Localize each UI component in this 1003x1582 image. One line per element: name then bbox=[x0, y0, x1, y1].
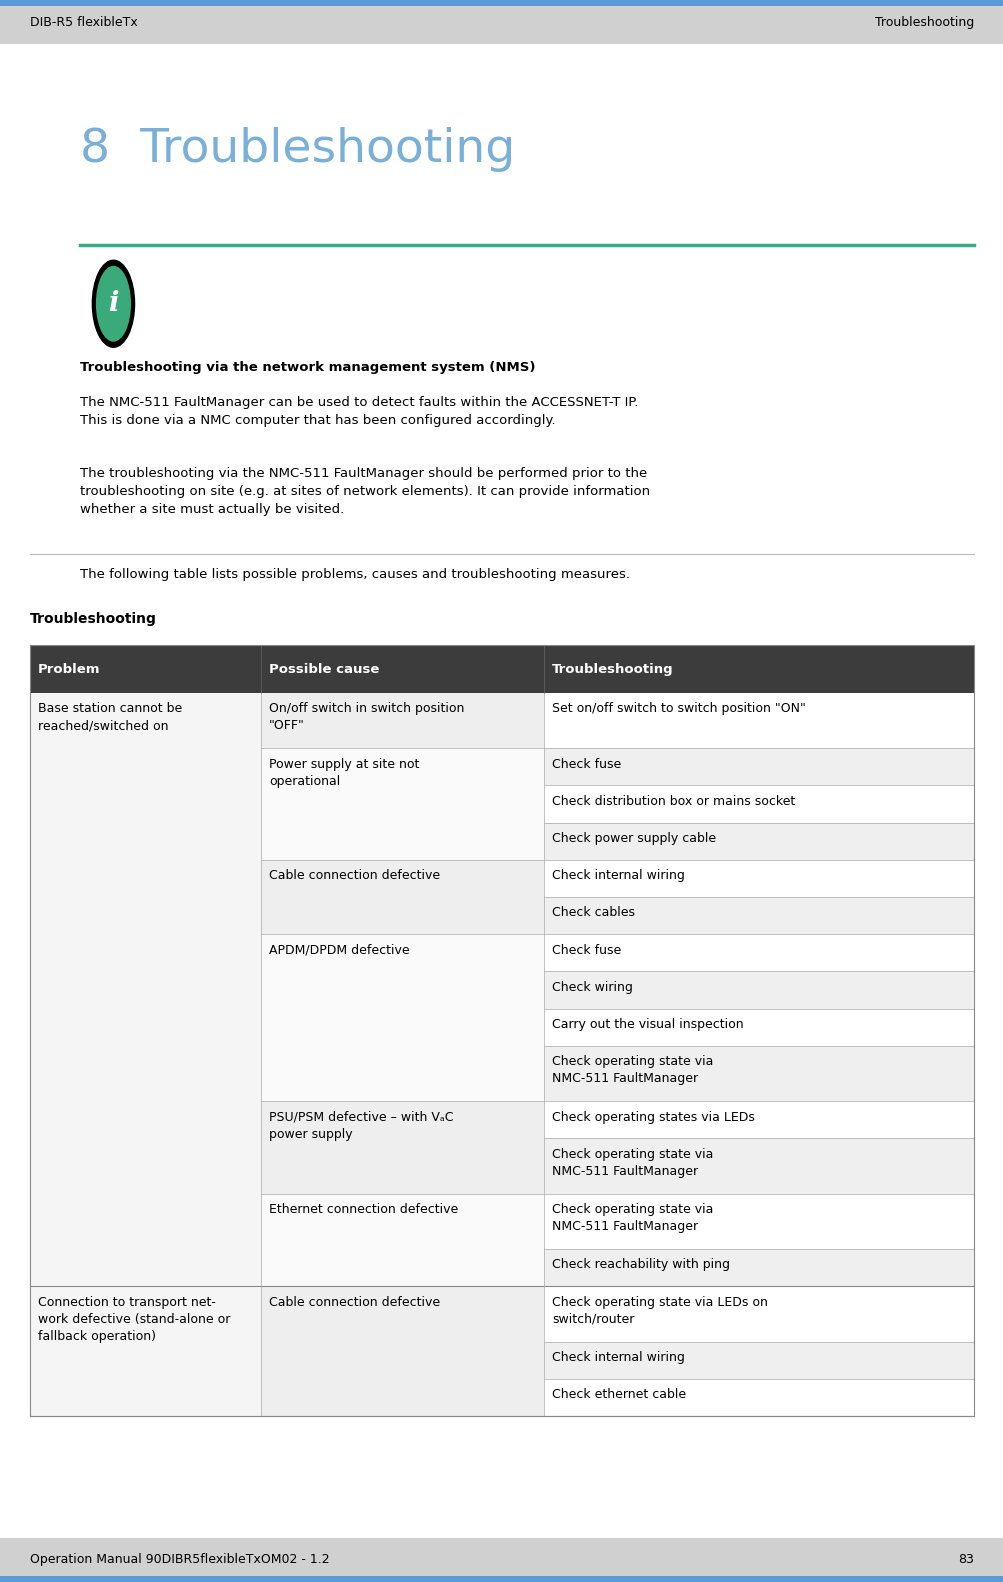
Text: Check operating state via
NMC-511 FaultManager: Check operating state via NMC-511 FaultM… bbox=[552, 1055, 713, 1085]
FancyBboxPatch shape bbox=[261, 1101, 544, 1194]
FancyBboxPatch shape bbox=[261, 1286, 544, 1416]
FancyBboxPatch shape bbox=[544, 693, 973, 748]
Text: Troubleshooting: Troubleshooting bbox=[874, 16, 973, 28]
Text: PSU/PSM defective – with VₐC
power supply: PSU/PSM defective – with VₐC power suppl… bbox=[269, 1111, 453, 1141]
Text: The following table lists possible problems, causes and troubleshooting measures: The following table lists possible probl… bbox=[80, 568, 630, 581]
FancyBboxPatch shape bbox=[261, 1194, 544, 1286]
Text: Operation Manual 90DIBR5flexibleTxOM02 - 1.2: Operation Manual 90DIBR5flexibleTxOM02 -… bbox=[30, 1554, 329, 1566]
Text: The troubleshooting via the NMC-511 FaultManager should be performed prior to th: The troubleshooting via the NMC-511 Faul… bbox=[80, 467, 650, 516]
Text: Check operating state via LEDs on
switch/router: Check operating state via LEDs on switch… bbox=[552, 1296, 767, 1326]
Text: Power supply at site not
operational: Power supply at site not operational bbox=[269, 758, 419, 788]
FancyBboxPatch shape bbox=[261, 693, 544, 748]
Ellipse shape bbox=[92, 259, 134, 348]
Text: Check wiring: Check wiring bbox=[552, 981, 632, 993]
FancyBboxPatch shape bbox=[261, 861, 544, 935]
Text: 8  Troubleshooting: 8 Troubleshooting bbox=[80, 127, 516, 171]
Text: Check reachability with ping: Check reachability with ping bbox=[552, 1259, 729, 1272]
FancyBboxPatch shape bbox=[544, 1101, 973, 1139]
Text: Check operating state via
NMC-511 FaultManager: Check operating state via NMC-511 FaultM… bbox=[552, 1204, 713, 1232]
Text: Check cables: Check cables bbox=[552, 906, 634, 919]
Text: Check internal wiring: Check internal wiring bbox=[552, 870, 684, 883]
FancyBboxPatch shape bbox=[544, 823, 973, 861]
FancyBboxPatch shape bbox=[544, 1250, 973, 1286]
FancyBboxPatch shape bbox=[544, 786, 973, 823]
Text: Set on/off switch to switch position "ON": Set on/off switch to switch position "ON… bbox=[552, 702, 805, 715]
Text: Troubleshooting: Troubleshooting bbox=[552, 663, 673, 676]
Text: On/off switch in switch position
"OFF": On/off switch in switch position "OFF" bbox=[269, 702, 463, 732]
Text: The NMC-511 FaultManager can be used to detect faults within the ACCESSNET-T IP.: The NMC-511 FaultManager can be used to … bbox=[80, 396, 638, 427]
Text: APDM/DPDM defective: APDM/DPDM defective bbox=[269, 944, 409, 957]
FancyBboxPatch shape bbox=[544, 935, 973, 971]
Text: DIB-R5 flexibleTx: DIB-R5 flexibleTx bbox=[30, 16, 137, 28]
FancyBboxPatch shape bbox=[30, 693, 261, 1286]
FancyBboxPatch shape bbox=[544, 1139, 973, 1194]
FancyBboxPatch shape bbox=[0, 0, 1003, 44]
Text: Problem: Problem bbox=[38, 663, 100, 676]
Text: Connection to transport net-
work defective (stand-alone or
fallback operation): Connection to transport net- work defect… bbox=[38, 1296, 231, 1343]
Text: Check fuse: Check fuse bbox=[552, 944, 621, 957]
Text: Check ethernet cable: Check ethernet cable bbox=[552, 1389, 685, 1402]
Text: Check power supply cable: Check power supply cable bbox=[552, 832, 715, 845]
Text: Check fuse: Check fuse bbox=[552, 758, 621, 770]
FancyBboxPatch shape bbox=[544, 1286, 973, 1342]
Text: Troubleshooting: Troubleshooting bbox=[30, 612, 156, 626]
FancyBboxPatch shape bbox=[544, 861, 973, 897]
FancyBboxPatch shape bbox=[544, 1046, 973, 1101]
Text: Ethernet connection defective: Ethernet connection defective bbox=[269, 1204, 457, 1217]
Text: Check distribution box or mains socket: Check distribution box or mains socket bbox=[552, 796, 794, 808]
Text: Cable connection defective: Cable connection defective bbox=[269, 870, 439, 883]
Text: Carry out the visual inspection: Carry out the visual inspection bbox=[552, 1019, 743, 1031]
Text: Check operating state via
NMC-511 FaultManager: Check operating state via NMC-511 FaultM… bbox=[552, 1149, 713, 1177]
FancyBboxPatch shape bbox=[261, 933, 544, 1101]
Text: Troubleshooting via the network management system (NMS): Troubleshooting via the network manageme… bbox=[80, 361, 536, 373]
Ellipse shape bbox=[96, 266, 130, 342]
Text: Base station cannot be
reached/switched on: Base station cannot be reached/switched … bbox=[38, 702, 183, 732]
FancyBboxPatch shape bbox=[544, 1009, 973, 1046]
Text: Check operating states via LEDs: Check operating states via LEDs bbox=[552, 1111, 754, 1123]
FancyBboxPatch shape bbox=[0, 1538, 1003, 1582]
FancyBboxPatch shape bbox=[544, 1380, 973, 1416]
FancyBboxPatch shape bbox=[30, 645, 973, 693]
FancyBboxPatch shape bbox=[544, 971, 973, 1009]
FancyBboxPatch shape bbox=[0, 1576, 1003, 1582]
FancyBboxPatch shape bbox=[544, 897, 973, 935]
FancyBboxPatch shape bbox=[30, 1286, 261, 1416]
Text: Cable connection defective: Cable connection defective bbox=[269, 1296, 439, 1308]
FancyBboxPatch shape bbox=[261, 748, 544, 861]
FancyBboxPatch shape bbox=[0, 0, 1003, 6]
Text: 83: 83 bbox=[957, 1554, 973, 1566]
FancyBboxPatch shape bbox=[544, 1194, 973, 1250]
Text: Possible cause: Possible cause bbox=[269, 663, 379, 676]
FancyBboxPatch shape bbox=[544, 1342, 973, 1380]
Text: Check internal wiring: Check internal wiring bbox=[552, 1351, 684, 1364]
Text: i: i bbox=[108, 290, 118, 318]
FancyBboxPatch shape bbox=[544, 748, 973, 786]
